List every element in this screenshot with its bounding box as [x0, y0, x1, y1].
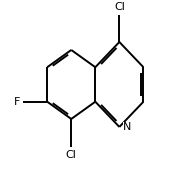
- Text: Cl: Cl: [114, 2, 125, 12]
- Text: Cl: Cl: [66, 150, 77, 160]
- Text: F: F: [14, 97, 20, 107]
- Text: N: N: [123, 122, 131, 132]
